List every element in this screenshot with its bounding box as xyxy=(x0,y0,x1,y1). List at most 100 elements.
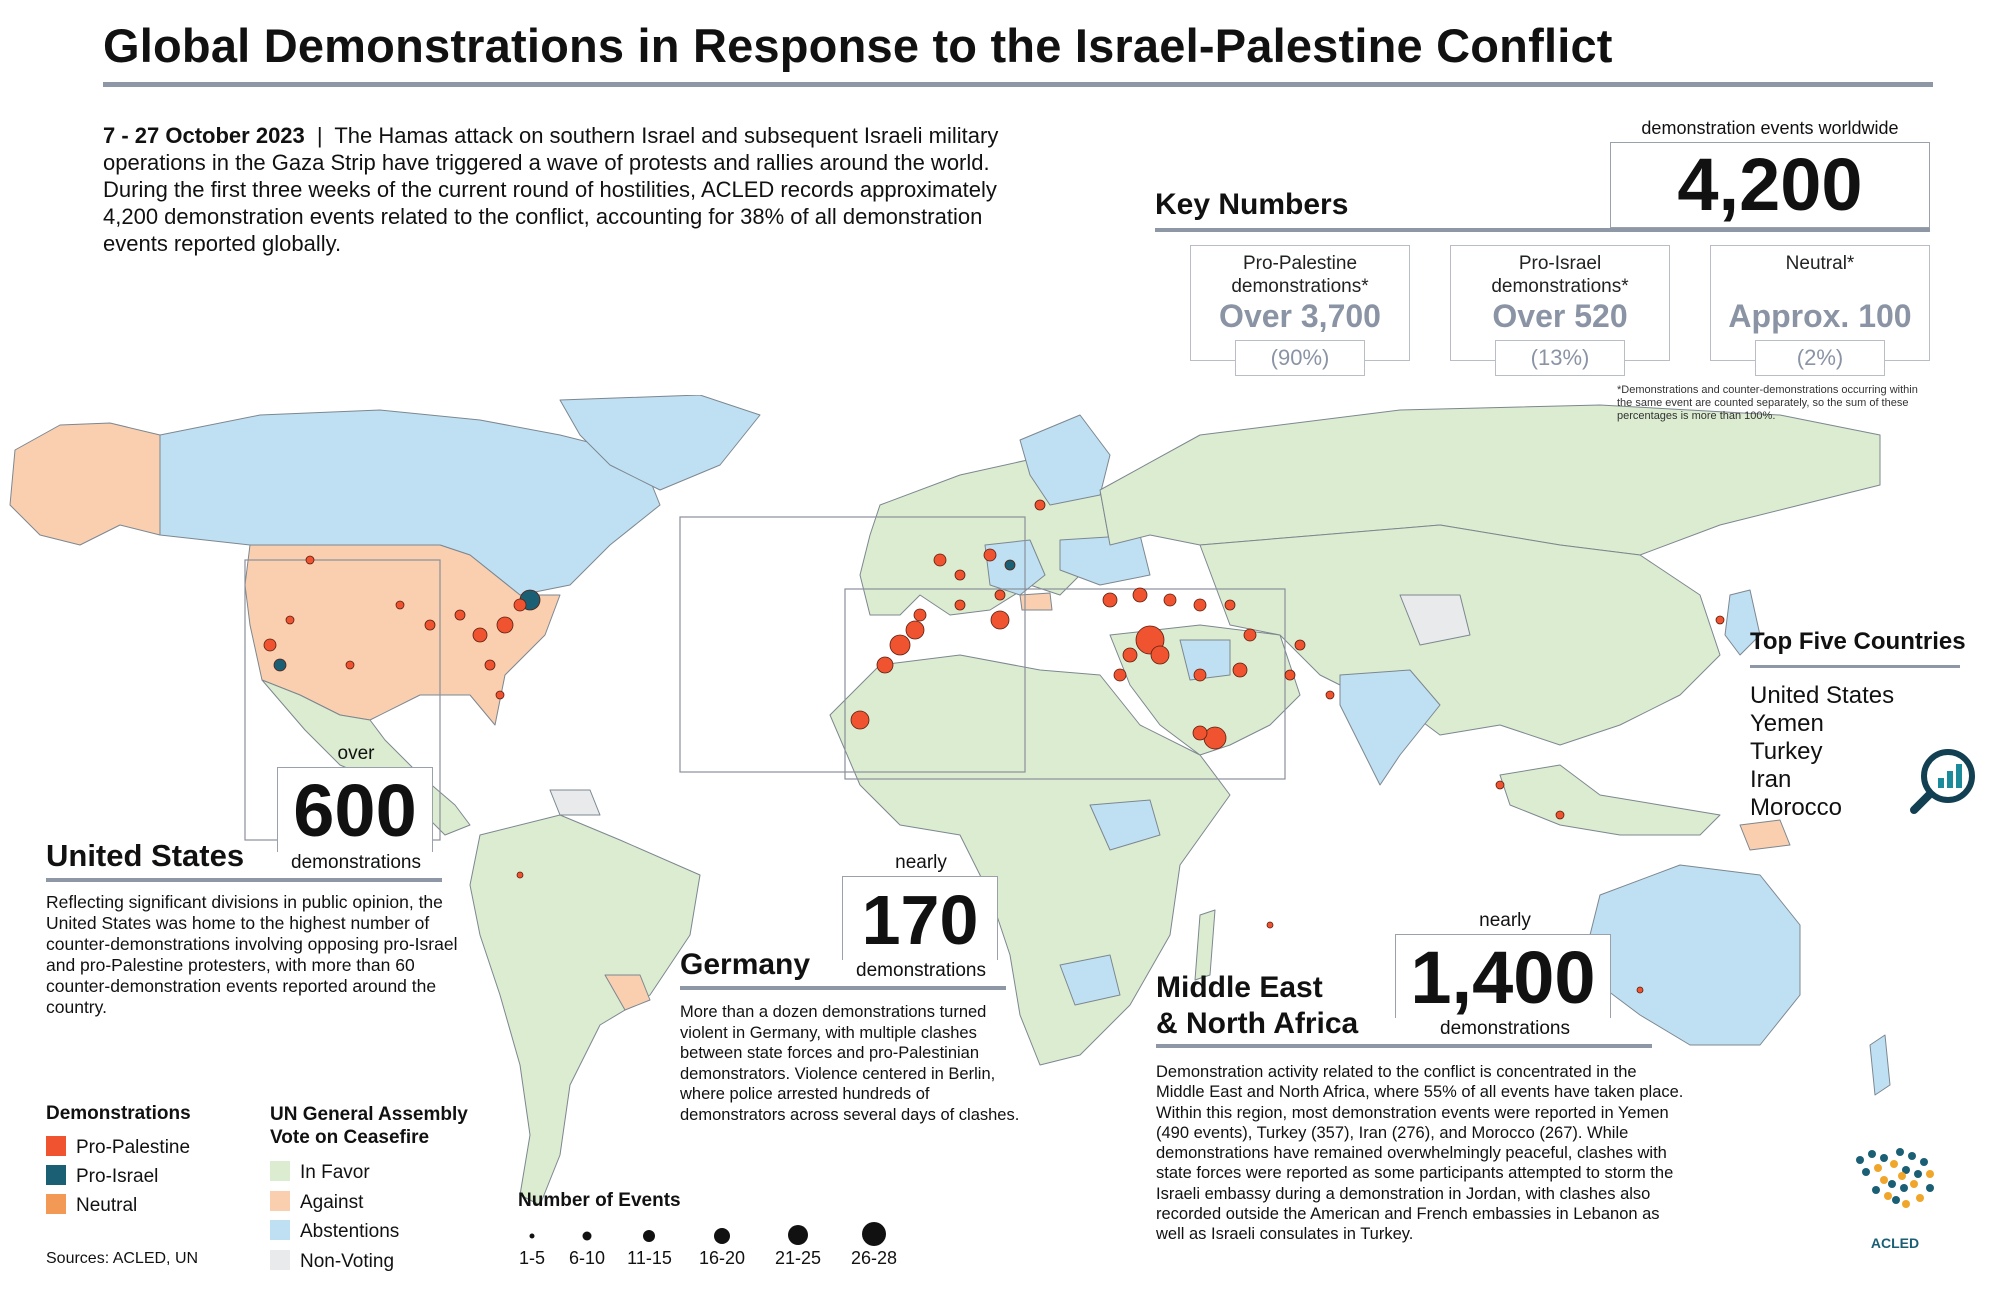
legend-un-heading-line1: UN General Assembly xyxy=(270,1104,468,1125)
dot xyxy=(1122,647,1138,663)
dot xyxy=(933,553,947,567)
legend-dot xyxy=(643,1230,655,1242)
key-card-pct: (90%) xyxy=(1235,340,1365,376)
dot xyxy=(1192,725,1208,741)
country-paraguay xyxy=(604,974,651,1011)
country-new-zealand xyxy=(1869,1034,1891,1096)
legend-event-label: 26-28 xyxy=(850,1248,898,1268)
top-five-heading: Top Five Countries xyxy=(1750,628,1966,655)
dot xyxy=(1224,599,1236,611)
dot xyxy=(454,609,466,621)
title-divider xyxy=(103,82,1933,87)
legend-demonstrations: Pro-Palestine Pro-Israel Neutral xyxy=(46,1133,190,1220)
dot xyxy=(1034,499,1046,511)
legend-dot xyxy=(529,1233,535,1239)
key-card-value: Approx. 100 xyxy=(1728,298,1912,334)
legend-item: Neutral xyxy=(46,1191,190,1220)
country-russia xyxy=(1099,404,1881,556)
dot xyxy=(345,660,355,670)
dot xyxy=(1243,628,1257,642)
top-five-item: Iran xyxy=(1750,766,1792,793)
mena-value: 1,400 xyxy=(1395,934,1611,1024)
legend-label: Neutral xyxy=(76,1195,138,1216)
legend-swatch xyxy=(270,1220,290,1240)
country-greenland xyxy=(559,395,761,491)
key-numbers-rule xyxy=(1155,228,1930,232)
top-five-list: United States Yemen Turkey Iran Morocco xyxy=(1750,682,1894,822)
key-card-title: Neutral* xyxy=(1785,253,1855,274)
dot xyxy=(273,658,287,672)
top-five-item: United States xyxy=(1750,682,1895,709)
inset-frame-mena xyxy=(844,588,1286,780)
dot xyxy=(285,615,295,625)
country-china-west xyxy=(1399,594,1471,646)
mena-unit: demonstrations xyxy=(1395,1018,1615,1040)
intro-text: The Hamas attack on southern Israel and … xyxy=(103,123,999,256)
dot xyxy=(850,710,870,730)
dot xyxy=(1294,639,1306,651)
key-numbers-footnote: *Demonstrations and counter-demonstratio… xyxy=(1617,384,1918,422)
germany-unit: demonstrations xyxy=(842,960,1000,982)
region-indonesia xyxy=(1499,764,1721,836)
legend-label: In Favor xyxy=(300,1162,370,1183)
sources: Sources: ACLED, UN xyxy=(46,1250,199,1267)
country-germany-region xyxy=(984,539,1046,596)
dot xyxy=(263,638,277,652)
country-india xyxy=(1339,669,1441,786)
dot xyxy=(484,659,496,671)
legend-un-heading: UN General Assembly Vote on Ceasefire xyxy=(270,1103,468,1149)
country-australia xyxy=(1589,864,1801,1046)
top-five-item: Turkey xyxy=(1750,738,1823,765)
dot xyxy=(954,599,966,611)
country-angola-region xyxy=(1059,954,1121,1006)
country-brazil-region xyxy=(469,814,701,1206)
legend-item: Pro-Israel xyxy=(46,1162,190,1191)
dot xyxy=(1163,593,1177,607)
country-png xyxy=(1739,819,1791,851)
intro-date: 7 - 27 October 2023 xyxy=(103,123,305,148)
us-rule xyxy=(46,878,442,882)
us-over-label: over xyxy=(337,743,375,764)
legend-label: Against xyxy=(300,1191,364,1213)
us-unit: demonstrations xyxy=(277,852,435,874)
dot xyxy=(1102,592,1118,608)
worldwide-value: 4,200 xyxy=(1610,142,1930,228)
legend-un-heading-line2: Vote on Ceasefire xyxy=(270,1127,430,1148)
germany-text: More than a dozen demonstrations turned … xyxy=(680,1003,1020,1124)
mena-rule xyxy=(1156,1044,1652,1048)
legend-event-label: 16-20 xyxy=(698,1248,746,1268)
country-ethiopia-region xyxy=(1089,799,1161,851)
legend-label: Non-Voting xyxy=(300,1250,395,1272)
germany-over-label: nearly xyxy=(895,852,947,873)
intro-separator: | xyxy=(316,123,323,148)
dot xyxy=(990,610,1010,630)
mena-heading-line1: Middle East xyxy=(1156,971,1323,1004)
country-austria xyxy=(1019,592,1053,611)
mena-heading: Middle East & North Africa xyxy=(1156,970,1358,1042)
key-card-pct: (13%) xyxy=(1495,340,1625,376)
dot xyxy=(954,569,966,581)
legend-events-labels: 1-5 6-10 11-15 16-20 21-25 26-28 xyxy=(512,1248,912,1272)
region-africa xyxy=(829,654,1231,1066)
legend-swatch xyxy=(270,1161,290,1181)
legend-item: Pro-Palestine xyxy=(46,1133,190,1162)
dot xyxy=(496,616,514,634)
legend-events-heading: Number of Events xyxy=(518,1190,681,1211)
us-value: 600 xyxy=(277,767,433,859)
dot xyxy=(983,548,997,562)
dot xyxy=(1266,921,1274,929)
dot xyxy=(1325,690,1335,700)
top-five-item: Yemen xyxy=(1750,710,1824,737)
key-card-value: Over 520 xyxy=(1492,298,1628,334)
dot xyxy=(1132,587,1148,603)
top-five-item: Morocco xyxy=(1750,794,1843,821)
mena-text: Demonstration activity related to the co… xyxy=(1156,1063,1684,1244)
dot xyxy=(1113,668,1127,682)
inset-frame-germany xyxy=(679,516,1026,773)
dot xyxy=(516,871,524,879)
legend-label: Abstentions xyxy=(300,1221,400,1242)
dot xyxy=(1715,615,1725,625)
key-numbers-heading: Key Numbers xyxy=(1155,188,1349,221)
dot xyxy=(513,598,527,612)
intro-paragraph: 7 - 27 October 2023 | The Hamas attack o… xyxy=(103,122,1043,257)
